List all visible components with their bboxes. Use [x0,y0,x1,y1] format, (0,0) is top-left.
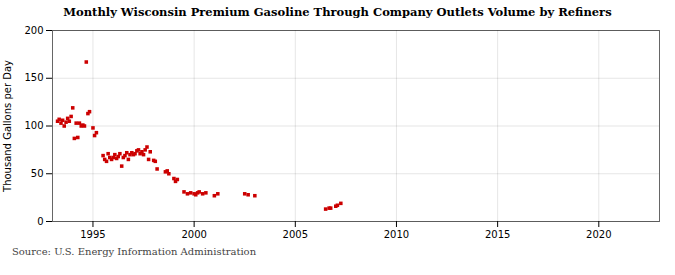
svg-text:2020: 2020 [586,229,611,240]
svg-text:1995: 1995 [80,229,105,240]
svg-text:2005: 2005 [283,229,308,240]
svg-text:2015: 2015 [485,229,510,240]
svg-text:Thousand Gallons per Day: Thousand Gallons per Day [2,60,13,193]
svg-text:100: 100 [24,120,43,131]
svg-text:2010: 2010 [384,229,409,240]
html-text:Source: U.S. Energy Informatio: Source: U.S. Energy Information Administ… [12,246,257,257]
svg-text:200: 200 [24,25,43,36]
svg-text:2000: 2000 [181,229,206,240]
svg-text:50: 50 [31,168,44,179]
svg-text:150: 150 [24,72,43,83]
svg-text:0: 0 [37,216,43,227]
html-text:Monthly Wisconsin Premium Gaso: Monthly Wisconsin Premium Gasoline Throu… [63,5,612,19]
